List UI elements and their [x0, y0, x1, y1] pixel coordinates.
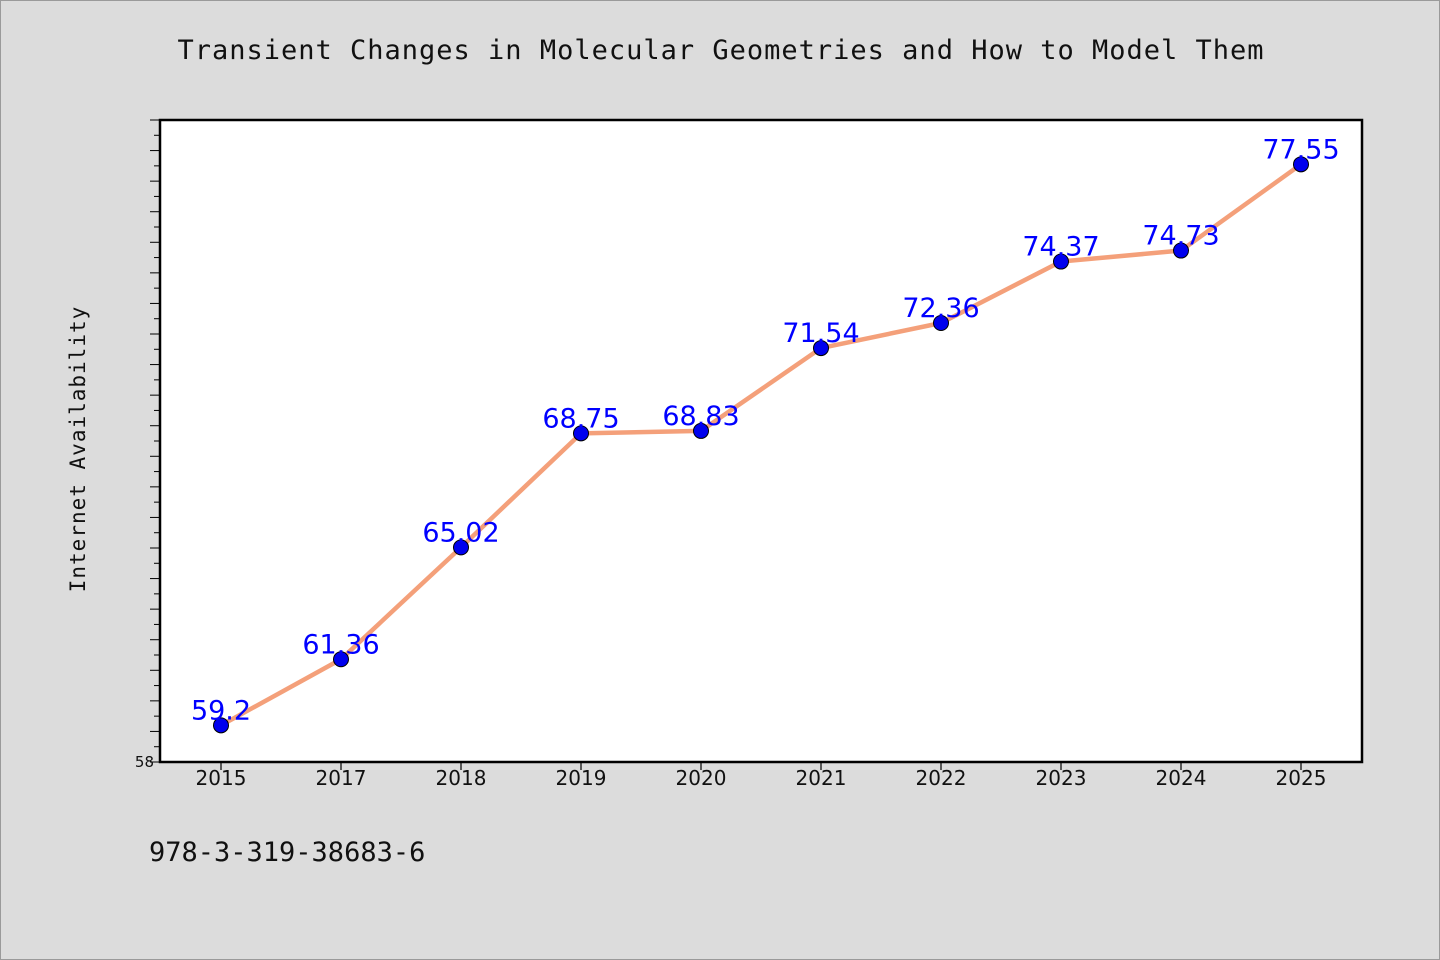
data-point: [933, 314, 949, 331]
plot-area: [158, 118, 1364, 764]
data-point: [1053, 253, 1069, 270]
data-label: 74.37: [1022, 232, 1099, 263]
y-tick-label: 58: [135, 753, 154, 771]
x-tick-label: 2018: [436, 766, 487, 790]
data-point: [573, 425, 589, 442]
chart-title: Transient Changes in Molecular Geometrie…: [177, 35, 1265, 66]
footnote-isbn: 978-3-319-38683-6: [149, 837, 426, 868]
data-label: 74.73: [1142, 221, 1219, 252]
x-axis: 2015 2017 2018 2019 2020 2021 2022 2023 2024 2025: [196, 762, 1327, 790]
data-point: [1293, 156, 1309, 173]
x-tick-label: 2015: [196, 766, 247, 790]
data-label: 68.75: [542, 403, 619, 434]
data-point: [333, 651, 349, 668]
data-point: [813, 340, 829, 357]
data-point: [453, 539, 469, 556]
x-tick-label: 2025: [1276, 766, 1327, 790]
data-label: 59.2: [191, 695, 251, 726]
data-label: 77.55: [1262, 134, 1339, 165]
x-tick-label: 2019: [556, 766, 607, 790]
series-markers: [213, 156, 1309, 734]
data-labels: 59.2 61.36 65.02 68.75 68.83 71.54 72.36 74.37 7…: [191, 134, 1340, 726]
data-point: [213, 717, 229, 734]
x-tick-label: 2022: [916, 766, 967, 790]
x-tick-label: 2017: [316, 766, 367, 790]
data-point: [693, 422, 709, 439]
x-tick-label: 2023: [1036, 766, 1087, 790]
x-tick-label: 2021: [796, 766, 847, 790]
data-label: 65.02: [422, 517, 499, 548]
data-label: 61.36: [302, 629, 379, 660]
x-tick-label: 2020: [676, 766, 727, 790]
data-label: 71.54: [782, 318, 859, 349]
data-label: 72.36: [902, 293, 979, 324]
series-line: [218, 162, 1304, 728]
x-tick-label: 2024: [1156, 766, 1207, 790]
data-label: 68.83: [662, 401, 739, 432]
data-point: [1173, 242, 1189, 259]
y-axis: 58: [135, 119, 160, 771]
